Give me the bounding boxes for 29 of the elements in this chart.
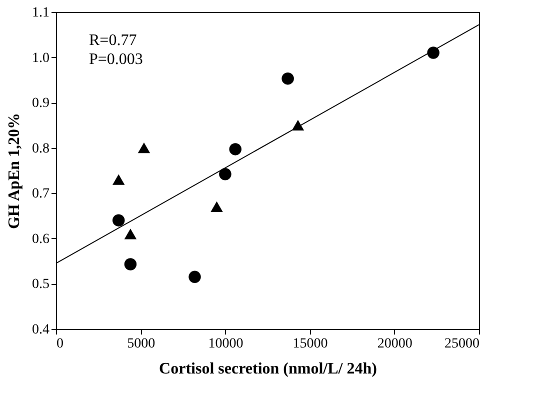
y-tick-label: 0.8 (32, 141, 50, 156)
annotation: R=0.77 (89, 32, 137, 49)
y-tick-label: 0.9 (32, 96, 50, 112)
point (210, 201, 223, 212)
point (138, 142, 150, 154)
x-tick-label: 10000 (208, 336, 244, 352)
point (124, 258, 137, 270)
point (427, 46, 440, 59)
y-tick-label: 1.1 (32, 6, 50, 20)
x-tick-label: 15000 (292, 336, 328, 352)
x-tick-label: 25000 (444, 336, 480, 352)
point (188, 270, 201, 284)
y-tick-label: 0.4 (32, 322, 50, 338)
point (112, 214, 125, 226)
y-tick-label: 0.6 (32, 232, 50, 247)
x-tick-label: 20000 (377, 336, 412, 352)
point (282, 72, 294, 85)
y-tick-label: 0.5 (32, 277, 50, 292)
x-tick-label: 0 (56, 336, 64, 352)
y-tick-label: 1.0 (32, 50, 50, 66)
annotation: P=0.003 (89, 51, 143, 68)
point (124, 228, 137, 240)
x-axis-title: Cortisol secretion (nmol/L/ 24h) (159, 360, 377, 378)
point (112, 174, 125, 185)
y-axis-title: GH ApEn 1,20% (6, 112, 23, 230)
x-tick-label: 5000 (127, 336, 156, 352)
point (229, 143, 242, 156)
point (219, 168, 232, 180)
y-tick-label: 0.7 (32, 186, 50, 202)
